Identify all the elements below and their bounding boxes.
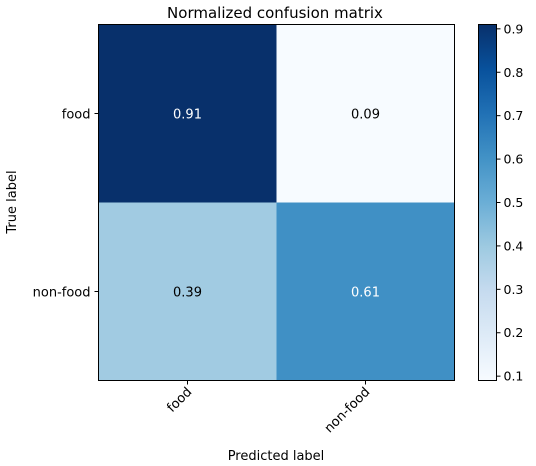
colorbar-tick-label: 0.5 bbox=[504, 195, 524, 210]
cell-value-label: 0.39 bbox=[173, 286, 202, 301]
heatmap-cell bbox=[98, 202, 277, 381]
y-axis-label: True label bbox=[5, 170, 20, 234]
cell-value-label: 0.09 bbox=[351, 108, 380, 123]
chart-title: Normalized confusion matrix bbox=[167, 4, 383, 22]
colorbar-tick-label: 0.2 bbox=[504, 325, 524, 340]
x-axis-label: Predicted label bbox=[228, 449, 325, 464]
colorbar-tick-label: 0.1 bbox=[504, 369, 524, 384]
colorbar-ticks: 0.1 0.2 0.3 0.4 0.5 0.6 0.7 0.8 0.9 bbox=[496, 21, 524, 384]
x-tick-label: non-food bbox=[322, 385, 374, 437]
y-axis-ticks: food non-food bbox=[33, 108, 99, 301]
colorbar-tick-label: 0.8 bbox=[504, 65, 524, 80]
heatmap-cell bbox=[276, 202, 455, 381]
colorbar-tick-label: 0.7 bbox=[504, 108, 524, 123]
cell-value-label: 0.61 bbox=[351, 286, 380, 301]
colorbar-tick-label: 0.3 bbox=[504, 282, 524, 297]
x-tick-label: food bbox=[164, 385, 195, 416]
colorbar bbox=[478, 24, 497, 381]
cell-value-label: 0.91 bbox=[173, 108, 202, 123]
y-tick-label: food bbox=[62, 108, 91, 123]
colorbar-tick-label: 0.9 bbox=[504, 21, 524, 36]
colorbar-tick-label: 0.4 bbox=[504, 238, 524, 253]
plot-frame bbox=[98, 24, 455, 381]
heatmap-cells: 0.91 0.09 0.39 0.61 bbox=[98, 24, 455, 381]
y-tick-label: non-food bbox=[33, 286, 91, 301]
x-axis-ticks: food non-food bbox=[164, 380, 374, 437]
heatmap-cell bbox=[276, 24, 455, 203]
colorbar-tick-label: 0.6 bbox=[504, 152, 524, 167]
heatmap-cell bbox=[98, 24, 277, 203]
